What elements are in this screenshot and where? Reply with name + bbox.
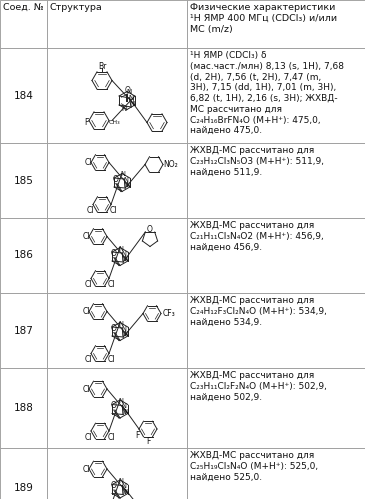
Text: CH₃: CH₃: [108, 120, 120, 125]
Text: N: N: [124, 182, 128, 188]
Text: N: N: [128, 95, 134, 101]
Text: N: N: [122, 484, 127, 490]
Bar: [187, 368, 365, 448]
Text: 184: 184: [14, 90, 34, 100]
Text: N: N: [122, 326, 127, 332]
Text: 187: 187: [14, 325, 34, 335]
Bar: [47, 0, 187, 48]
Bar: [47, 218, 187, 293]
Text: N: N: [122, 251, 127, 257]
Text: 189: 189: [14, 483, 34, 493]
Text: Cl: Cl: [84, 355, 92, 364]
Text: O: O: [125, 86, 131, 95]
Bar: [187, 293, 365, 368]
Text: N: N: [123, 409, 128, 415]
Text: N: N: [120, 172, 126, 178]
Bar: [47, 143, 187, 218]
Bar: [0, 218, 47, 293]
Text: Cl: Cl: [82, 465, 90, 474]
Text: Cl: Cl: [84, 280, 92, 289]
Text: Физические характеристики
¹Н ЯМР 400 МГц (CDCl₃) и/или
МС (m/z): Физические характеристики ¹Н ЯМР 400 МГц…: [190, 3, 337, 33]
Text: 188: 188: [14, 403, 34, 413]
Bar: [0, 368, 47, 448]
Text: Соед. №: Соед. №: [3, 3, 44, 12]
Text: N: N: [119, 246, 123, 251]
Text: Структура: Структура: [50, 3, 103, 12]
Text: N: N: [122, 256, 127, 262]
Text: ЖХВД-МС рассчитано для
C₂₃H₁₁Cl₂F₂N₄O (М+Н⁺): 502,9,
найдено 502,9.: ЖХВД-МС рассчитано для C₂₃H₁₁Cl₂F₂N₄O (М…: [190, 371, 327, 402]
Text: N: N: [126, 88, 132, 94]
Text: Cl: Cl: [107, 280, 115, 289]
Text: Cl: Cl: [86, 206, 94, 215]
Text: N: N: [130, 101, 135, 107]
Bar: [47, 293, 187, 368]
Text: Cl: Cl: [82, 307, 90, 316]
Bar: [187, 218, 365, 293]
Text: Cl: Cl: [84, 158, 92, 167]
Bar: [187, 48, 365, 143]
Text: N: N: [123, 331, 128, 337]
Text: Br: Br: [98, 62, 106, 71]
Text: N: N: [122, 404, 127, 410]
Text: 186: 186: [14, 250, 34, 260]
Text: ЖХВД-МС рассчитано для
C₂₃H₁₂Cl₃N₅O3 (М+Н⁺): 511,9,
найдено 511,9.: ЖХВД-МС рассчитано для C₂₃H₁₂Cl₃N₅O3 (М+…: [190, 146, 324, 177]
Text: F: F: [84, 118, 88, 127]
Text: Cl: Cl: [107, 433, 115, 442]
Bar: [187, 448, 365, 499]
Text: NO₂: NO₂: [164, 160, 178, 169]
Text: ЖХВД-МС рассчитано для
C₂₅H₁₉Cl₃N₄O (М+Н⁺): 525,0,
найдено 525,0.: ЖХВД-МС рассчитано для C₂₅H₁₉Cl₃N₄O (М+Н…: [190, 451, 318, 482]
Text: Cl: Cl: [82, 232, 90, 241]
Text: N: N: [123, 256, 128, 262]
Text: N: N: [122, 489, 127, 495]
Text: N: N: [119, 398, 123, 404]
Text: ¹Н ЯМР (CDCl₃) δ
(мас.част./млн) 8,13 (s, 1H), 7,68
(d, 2H), 7,56 (t, 2H), 7,47 : ¹Н ЯМР (CDCl₃) δ (мас.част./млн) 8,13 (s…: [190, 51, 344, 135]
Text: N: N: [123, 489, 128, 495]
Text: N: N: [122, 409, 127, 415]
Text: O: O: [111, 482, 117, 491]
Bar: [0, 448, 47, 499]
Text: O: O: [147, 225, 153, 234]
Text: N: N: [119, 320, 123, 326]
Text: N: N: [122, 331, 127, 337]
Text: Cl: Cl: [82, 385, 90, 394]
Text: O: O: [111, 402, 117, 411]
Text: Cl: Cl: [109, 206, 117, 215]
Text: Cl: Cl: [84, 433, 92, 442]
Text: ЖХВД-МС рассчитано для
C₂₁H₁₁Cl₃N₄O2 (М+Н⁺): 456,9,
найдено 456,9.: ЖХВД-МС рассчитано для C₂₁H₁₁Cl₃N₄O2 (М+…: [190, 221, 324, 251]
Text: N: N: [122, 105, 127, 111]
Text: O: O: [111, 249, 117, 258]
Bar: [187, 143, 365, 218]
Bar: [0, 143, 47, 218]
Text: N: N: [119, 478, 123, 484]
Bar: [47, 48, 187, 143]
Text: ЖХВД-МС рассчитано для
C₂₄H₁₂F₃Cl₂N₄O (М+Н⁺): 534,9,
найдено 534,9.: ЖХВД-МС рассчитано для C₂₄H₁₂F₃Cl₂N₄O (М…: [190, 296, 327, 326]
Text: O: O: [113, 175, 119, 184]
Bar: [0, 48, 47, 143]
Bar: [0, 0, 47, 48]
Bar: [47, 368, 187, 448]
Text: Cl: Cl: [107, 355, 115, 364]
Bar: [0, 293, 47, 368]
Bar: [187, 0, 365, 48]
Text: N: N: [125, 182, 130, 188]
Text: O: O: [111, 324, 117, 333]
Bar: [47, 448, 187, 499]
Text: N: N: [124, 177, 128, 183]
Text: F: F: [146, 438, 150, 447]
Text: 185: 185: [14, 176, 34, 186]
Text: F: F: [135, 431, 139, 440]
Text: CF₃: CF₃: [163, 309, 175, 318]
